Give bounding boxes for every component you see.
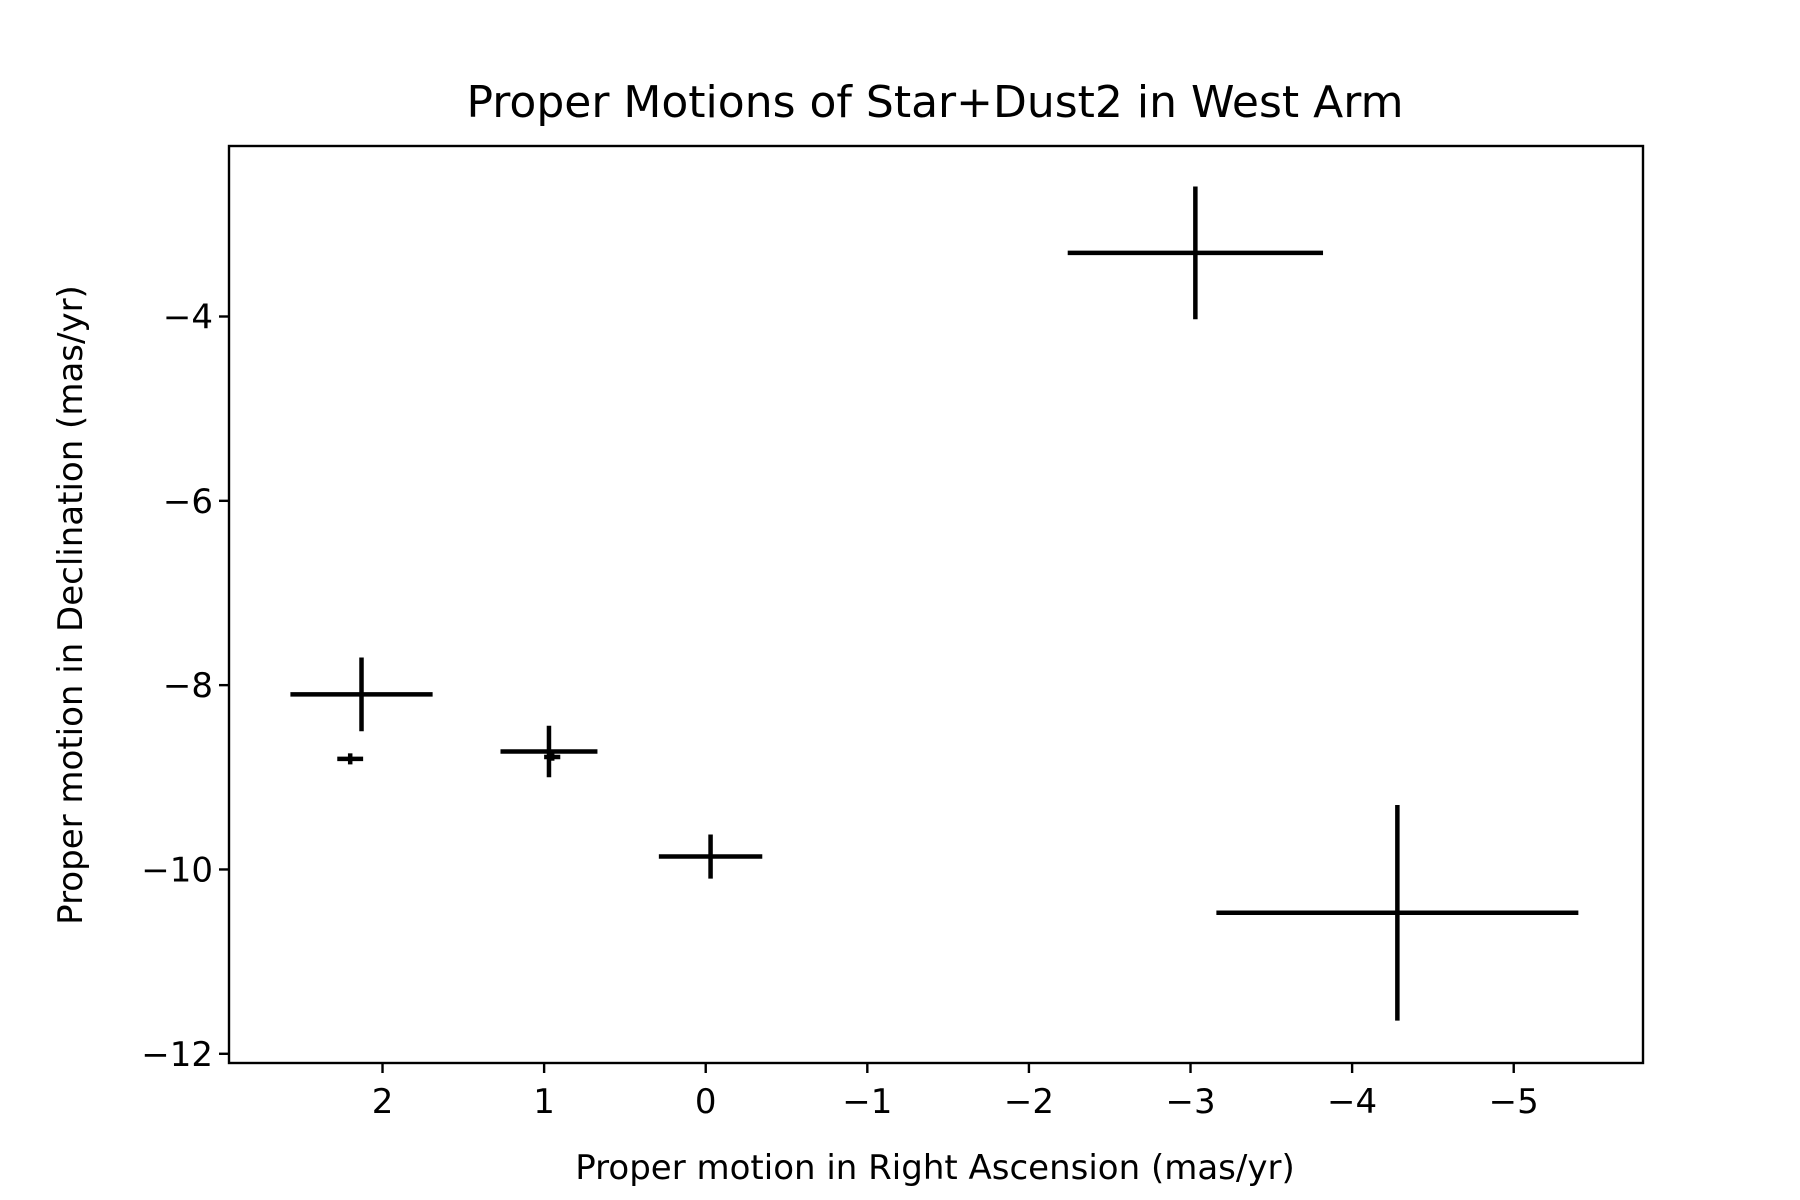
axis-ticks: 2 1 0 −1 −2 −3 −4 −5 −4 −6 −8 −10 −12 <box>141 297 1539 1122</box>
x-tick-label: −3 <box>1165 1082 1215 1122</box>
y-axis-label: Proper motion in Declination (mas/yr) <box>51 285 91 925</box>
x-tick-label: −5 <box>1489 1082 1539 1122</box>
x-tick-label: 1 <box>533 1082 555 1122</box>
data-point <box>1216 804 1579 1021</box>
chart-title: Proper Motions of Star+Dust2 in West Arm <box>467 77 1404 128</box>
data-point <box>500 725 598 778</box>
data-point <box>337 753 364 765</box>
data-points <box>290 186 1579 1021</box>
y-tick-label: −6 <box>163 482 213 522</box>
x-tick-label: −1 <box>842 1082 892 1122</box>
data-point <box>290 657 433 732</box>
data-point <box>544 753 561 761</box>
x-tick-label: 2 <box>372 1082 394 1122</box>
y-tick-label: −12 <box>141 1035 213 1075</box>
y-tick-label: −10 <box>141 850 213 890</box>
x-axis-label: Proper motion in Right Ascension (mas/yr… <box>575 1148 1294 1188</box>
y-tick-label: −4 <box>163 297 213 337</box>
data-point <box>658 834 763 879</box>
x-tick-label: −4 <box>1327 1082 1377 1122</box>
data-point <box>1067 186 1324 320</box>
y-tick-label: −8 <box>163 666 213 706</box>
x-tick-label: 0 <box>695 1082 717 1122</box>
x-tick-label: −2 <box>1004 1082 1054 1122</box>
plot-frame <box>227 144 1645 1065</box>
